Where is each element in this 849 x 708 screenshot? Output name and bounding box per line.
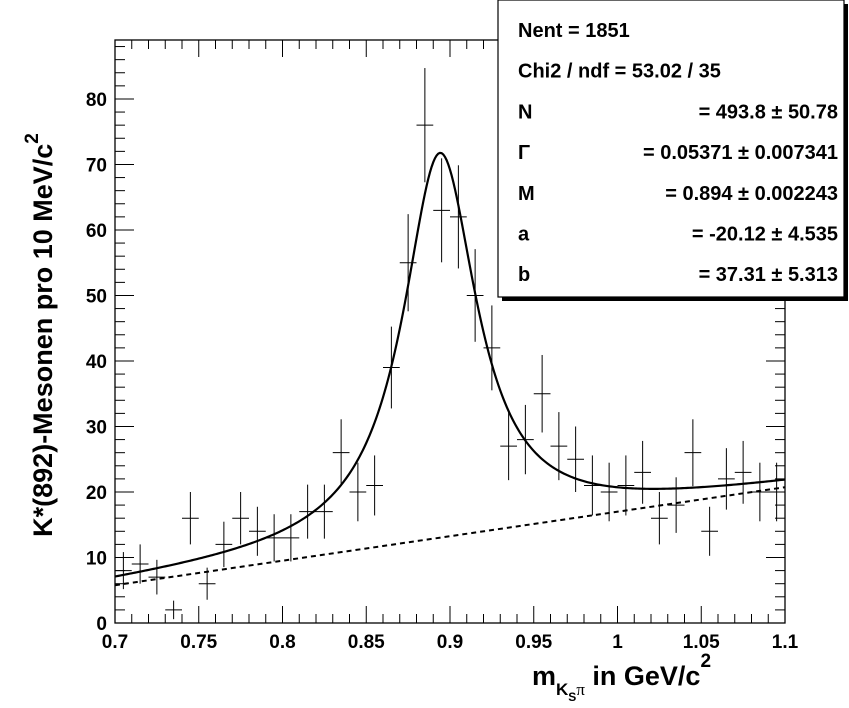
stats-param-value: = 0.05371 ± 0.007341 bbox=[643, 142, 838, 164]
y-tick-label: 10 bbox=[86, 548, 107, 569]
stats-param-value: = -20.12 ± 4.535 bbox=[692, 224, 838, 246]
x-tick-label: 1 bbox=[612, 632, 623, 653]
stats-param-name: N bbox=[518, 101, 532, 123]
data-point bbox=[684, 419, 702, 487]
x-tick-label: 1.05 bbox=[683, 632, 720, 653]
stats-param-name: b bbox=[518, 264, 530, 286]
data-point bbox=[550, 412, 568, 481]
data-point bbox=[249, 506, 266, 556]
stats-param-name: M bbox=[518, 183, 535, 205]
x-axis-title-main: m bbox=[532, 661, 556, 691]
stats-row: Chi2 / ndf = 53.02 / 35 bbox=[518, 61, 721, 83]
data-point bbox=[115, 552, 132, 590]
stats-row: N = 493.8 ± 50.78 bbox=[518, 101, 838, 123]
data-point bbox=[399, 214, 417, 312]
x-tick-label: 0.95 bbox=[515, 632, 552, 653]
data-point bbox=[131, 544, 149, 584]
data-point bbox=[198, 567, 216, 600]
x-tick-label: 0.75 bbox=[180, 632, 217, 653]
data-point bbox=[634, 440, 651, 504]
y-axis-title-sup: 2 bbox=[22, 133, 43, 144]
total-fit-curve bbox=[114, 151, 786, 578]
y-axis-title-main: K*(892)-Mesonen pro 10 MeV/c bbox=[28, 144, 58, 537]
y-tick-label: 20 bbox=[86, 483, 107, 504]
data-point bbox=[332, 419, 350, 487]
data-point bbox=[450, 165, 467, 269]
data-point bbox=[768, 462, 785, 522]
y-tick-label: 80 bbox=[86, 90, 107, 111]
stats-box bbox=[497, 0, 845, 298]
data-point bbox=[751, 462, 769, 522]
stats-param-name: a bbox=[518, 224, 530, 246]
x-tick-label: 0.8 bbox=[269, 632, 295, 653]
x-tick-label: 0.7 bbox=[102, 632, 128, 653]
data-point bbox=[148, 559, 166, 595]
data-point bbox=[349, 462, 367, 522]
data-point bbox=[500, 412, 517, 481]
data-point bbox=[533, 354, 551, 433]
x-tick-label: 0.85 bbox=[348, 632, 385, 653]
data-point bbox=[600, 462, 618, 522]
data-point bbox=[182, 491, 199, 545]
data-point bbox=[718, 448, 735, 510]
x-tick-label: 1.1 bbox=[772, 632, 799, 653]
y-tick-label: 70 bbox=[86, 155, 107, 176]
stats-param-value: = 0.894 ± 0.002243 bbox=[665, 183, 838, 205]
data-point bbox=[316, 484, 333, 539]
data-point bbox=[651, 491, 668, 545]
y-tick-label: 30 bbox=[86, 417, 107, 438]
background-fit-line bbox=[114, 486, 786, 587]
x-axis-title-sub: K bbox=[556, 680, 569, 699]
data-point bbox=[701, 506, 718, 556]
x-axis-title-sub2: π bbox=[576, 680, 585, 699]
y-tick-label: 40 bbox=[86, 352, 107, 373]
data-point bbox=[265, 514, 283, 562]
stats-row: b = 37.31 ± 5.313 bbox=[518, 264, 838, 286]
x-axis-title-subsub: S bbox=[568, 690, 576, 704]
data-point bbox=[433, 158, 450, 263]
data-point bbox=[617, 455, 635, 516]
data-point bbox=[667, 477, 685, 533]
stats-row: a = -20.12 ± 4.535 bbox=[518, 224, 838, 246]
y-tick-label: 0 bbox=[96, 614, 107, 635]
x-axis-title-rest: in GeV/c bbox=[585, 661, 701, 691]
stats-row: M = 0.894 ± 0.002243 bbox=[518, 183, 838, 205]
data-point bbox=[416, 68, 434, 183]
y-tick-label: 60 bbox=[86, 221, 107, 242]
stats-row: Γ = 0.05371 ± 0.007341 bbox=[518, 142, 838, 164]
data-point bbox=[366, 455, 383, 516]
data-point bbox=[567, 426, 584, 492]
data-point bbox=[215, 521, 233, 568]
x-axis-title: mKSπ in GeV/c2 bbox=[532, 651, 711, 704]
data-point bbox=[282, 514, 300, 562]
stats-param-value: = 37.31 ± 5.313 bbox=[699, 264, 838, 286]
stats-param-name: Γ bbox=[518, 142, 530, 164]
data-point bbox=[165, 600, 182, 620]
x-tick-label: 0.9 bbox=[437, 632, 463, 653]
stats-row: Nent = 1851 bbox=[518, 20, 630, 42]
y-tick-label: 50 bbox=[86, 286, 107, 307]
x-axis-title-sup: 2 bbox=[700, 651, 711, 672]
data-point bbox=[232, 491, 249, 545]
y-axis-title: K*(892)-Mesonen pro 10 MeV/c2 bbox=[22, 133, 58, 537]
stats-param-value: = 493.8 ± 50.78 bbox=[699, 101, 838, 123]
